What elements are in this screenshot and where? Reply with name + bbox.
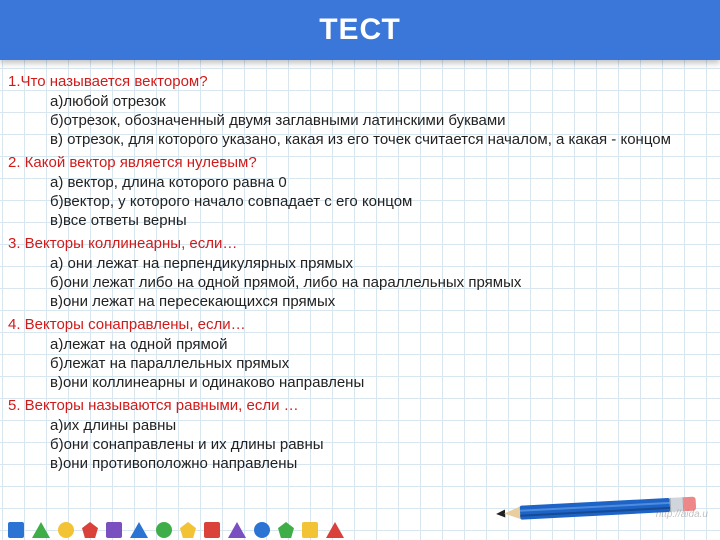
shape-icon [156, 522, 172, 538]
answer-1c: в) отрезок, для которого указано, какая … [50, 130, 712, 149]
answer-1b: б)отрезок, обозначенный двумя заглавными… [50, 111, 712, 130]
shape-icon [106, 522, 122, 538]
question-4: 4. Векторы сонаправлены, если… [8, 315, 712, 335]
question-3: 3. Векторы коллинеарны, если… [8, 234, 712, 254]
question-2: 2. Какой вектор является нулевым? [8, 153, 712, 173]
shape-icon [254, 522, 270, 538]
shape-icon [204, 522, 220, 538]
shape-icon [326, 522, 344, 538]
shape-icon [228, 522, 246, 538]
shape-icon [130, 522, 148, 538]
answer-5b: б)они сонаправлены и их длины равны [50, 435, 712, 454]
shapes-row [0, 514, 720, 540]
shape-icon [82, 522, 98, 538]
answer-4c: в)они коллинеарны и одинаково направлены [50, 373, 712, 392]
shape-icon [278, 522, 294, 538]
slide-title: ТЕСТ [319, 13, 401, 47]
answer-5a: а)их длины равны [50, 416, 712, 435]
shape-icon [58, 522, 74, 538]
answer-2b: б)вектор, у которого начало совпадает с … [50, 192, 712, 211]
shape-icon [180, 522, 196, 538]
answer-4a: а)лежат на одной прямой [50, 335, 712, 354]
answer-2a: а) вектор, длина которого равна 0 [50, 173, 712, 192]
answer-5c: в)они противоположно направлены [50, 454, 712, 473]
shape-icon [32, 522, 50, 538]
answer-2c: в)все ответы верны [50, 211, 712, 230]
question-1: 1.Что называется вектором? [8, 72, 712, 92]
title-bar: ТЕСТ [0, 0, 720, 60]
answer-4b: б)лежат на параллельных прямых [50, 354, 712, 373]
shape-icon [302, 522, 318, 538]
shape-icon [8, 522, 24, 538]
answer-3a: а) они лежат на перпендикулярных прямых [50, 254, 712, 273]
answer-3c: в)они лежат на пересекающихся прямых [50, 292, 712, 311]
question-5: 5. Векторы называются равными, если … [8, 396, 712, 416]
answer-1a: а)любой отрезок [50, 92, 712, 111]
answer-3b: б)они лежат либо на одной прямой, либо н… [50, 273, 712, 292]
content-area: 1.Что называется вектором? а)любой отрез… [8, 68, 712, 473]
slide-page: ТЕСТ 1.Что называется вектором? а)любой … [0, 0, 720, 540]
